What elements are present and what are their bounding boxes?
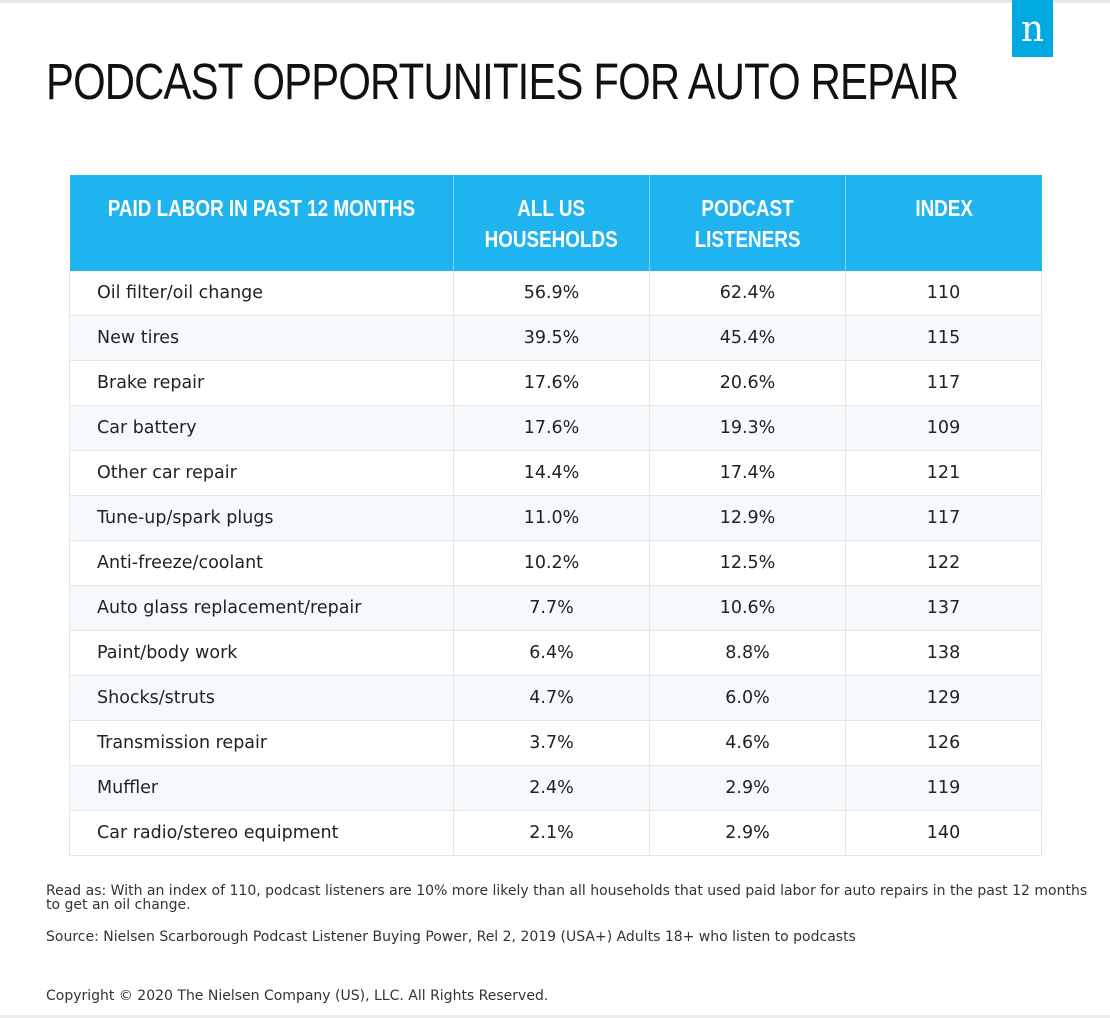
cell-index: 119: [845, 765, 1042, 811]
cell-category: Paint/body work: [69, 630, 454, 676]
table-row: New tires 39.5% 45.4% 115: [69, 315, 1042, 361]
cell-all-us-households: 3.7%: [453, 720, 650, 766]
cell-podcast-listeners: 62.4%: [649, 271, 846, 316]
cell-all-us-households: 2.4%: [453, 765, 650, 811]
nielsen-logo: n: [1012, 0, 1053, 57]
cell-category: Shocks/struts: [69, 675, 454, 721]
cell-index: 140: [845, 810, 1042, 856]
table-row: Car radio/stereo equipment 2.1% 2.9% 140: [69, 810, 1042, 856]
column-header-all-us-households: ALL US HOUSEHOLDS: [453, 175, 650, 271]
cell-all-us-households: 6.4%: [453, 630, 650, 676]
cell-podcast-listeners: 17.4%: [649, 450, 846, 496]
bottom-divider: [0, 1015, 1110, 1018]
cell-category: Transmission repair: [69, 720, 454, 766]
cell-podcast-listeners: 10.6%: [649, 585, 846, 631]
table-row: Transmission repair 3.7% 4.6% 126: [69, 720, 1042, 766]
cell-index: 110: [845, 271, 1042, 316]
table-row: Oil filter/oil change 56.9% 62.4% 110: [69, 271, 1042, 316]
table-row: Muffler 2.4% 2.9% 119: [69, 765, 1042, 811]
cell-podcast-listeners: 8.8%: [649, 630, 846, 676]
table-body: Oil filter/oil change 56.9% 62.4% 110 New ti…: [69, 271, 1042, 856]
cell-index: 117: [845, 360, 1042, 406]
cell-all-us-households: 11.0%: [453, 495, 650, 541]
column-header-text: LISTENERS: [694, 226, 801, 252]
cell-index: 122: [845, 540, 1042, 586]
cell-all-us-households: 56.9%: [453, 271, 650, 316]
cell-podcast-listeners: 45.4%: [649, 315, 846, 361]
column-header-text: HOUSEHOLDS: [484, 226, 619, 252]
cell-all-us-households: 4.7%: [453, 675, 650, 721]
copyright-note: Copyright © 2020 The Nielsen Company (US…: [46, 988, 549, 1004]
table-row: Paint/body work 6.4% 8.8% 138: [69, 630, 1042, 676]
cell-category: Other car repair: [69, 450, 454, 496]
cell-category: Brake repair: [69, 360, 454, 406]
table-row: Brake repair 17.6% 20.6% 117: [69, 360, 1042, 406]
cell-category: New tires: [69, 315, 454, 361]
cell-all-us-households: 2.1%: [453, 810, 650, 856]
cell-index: 121: [845, 450, 1042, 496]
column-header-text: PAID LABOR IN PAST 12 MONTHS: [107, 195, 415, 221]
table-row: Shocks/struts 4.7% 6.0% 129: [69, 675, 1042, 721]
cell-category: Car radio/stereo equipment: [69, 810, 454, 856]
cell-index: 126: [845, 720, 1042, 766]
header-row: PAID LABOR IN PAST 12 MONTHS ALL US HOUSE…: [69, 175, 1042, 271]
cell-category: Oil filter/oil change: [69, 271, 454, 316]
cell-all-us-households: 7.7%: [453, 585, 650, 631]
cell-index: 129: [845, 675, 1042, 721]
cell-podcast-listeners: 6.0%: [649, 675, 846, 721]
cell-category: Auto glass replacement/repair: [69, 585, 454, 631]
top-divider: [0, 0, 1110, 3]
table-row: Tune-up/spark plugs 11.0% 12.9% 117: [69, 495, 1042, 541]
column-header-text: INDEX: [914, 195, 973, 221]
data-table: PAID LABOR IN PAST 12 MONTHS ALL US HOUSE…: [69, 175, 1042, 856]
table-row: Auto glass replacement/repair 7.7% 10.6% 13…: [69, 585, 1042, 631]
page-title: PODCAST OPPORTUNITIES FOR AUTO REPAIR: [46, 53, 959, 110]
table-row: Other car repair 14.4% 17.4% 121: [69, 450, 1042, 496]
cell-category: Tune-up/spark plugs: [69, 495, 454, 541]
column-header-text: PODCAST: [701, 195, 794, 221]
cell-podcast-listeners: 20.6%: [649, 360, 846, 406]
cell-all-us-households: 17.6%: [453, 360, 650, 406]
cell-all-us-households: 10.2%: [453, 540, 650, 586]
cell-category: Car battery: [69, 405, 454, 451]
cell-category: Anti-freeze/coolant: [69, 540, 454, 586]
cell-podcast-listeners: 19.3%: [649, 405, 846, 451]
cell-index: 115: [845, 315, 1042, 361]
cell-index: 138: [845, 630, 1042, 676]
cell-podcast-listeners: 2.9%: [649, 765, 846, 811]
cell-index: 109: [845, 405, 1042, 451]
cell-podcast-listeners: 12.5%: [649, 540, 846, 586]
table-row: Anti-freeze/coolant 10.2% 12.5% 122: [69, 540, 1042, 586]
column-header-paid-labor: PAID LABOR IN PAST 12 MONTHS: [69, 175, 454, 271]
cell-podcast-listeners: 2.9%: [649, 810, 846, 856]
cell-all-us-households: 39.5%: [453, 315, 650, 361]
cell-index: 117: [845, 495, 1042, 541]
table-row: Car battery 17.6% 19.3% 109: [69, 405, 1042, 451]
cell-all-us-households: 17.6%: [453, 405, 650, 451]
cell-index: 137: [845, 585, 1042, 631]
read-as-note: Read as: With an index of 110, podcast l…: [46, 883, 1088, 913]
cell-all-us-households: 14.4%: [453, 450, 650, 496]
column-header-podcast-listeners: PODCAST LISTENERS: [649, 175, 846, 271]
source-note: Source: Nielsen Scarborough Podcast List…: [46, 929, 856, 945]
cell-podcast-listeners: 4.6%: [649, 720, 846, 766]
column-header-index: INDEX: [845, 175, 1042, 271]
cell-podcast-listeners: 12.9%: [649, 495, 846, 541]
column-header-text: ALL US: [517, 195, 586, 221]
cell-category: Muffler: [69, 765, 454, 811]
